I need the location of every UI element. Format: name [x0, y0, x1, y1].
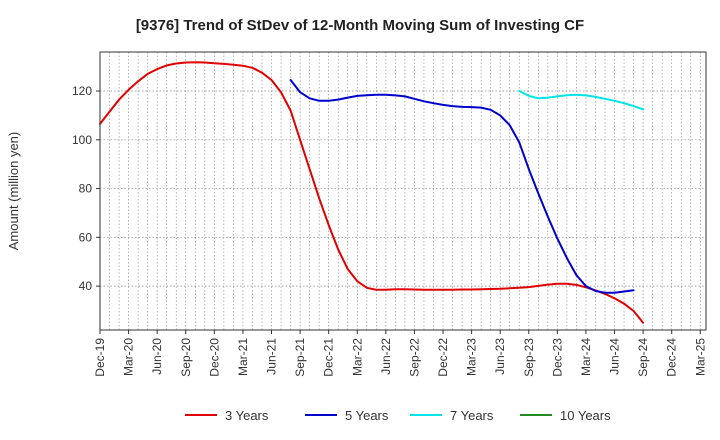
- x-tick-label: Dec-20: [207, 338, 221, 377]
- x-tick-label: Jun-20: [150, 338, 164, 375]
- y-tick-label: 100: [72, 133, 92, 147]
- legend-label: 10 Years: [560, 408, 611, 423]
- y-tick-label: 120: [72, 84, 92, 98]
- legend-label: 7 Years: [450, 408, 494, 423]
- x-tick-label: Sep-20: [179, 338, 193, 377]
- legend-label: 5 Years: [345, 408, 389, 423]
- x-tick-label: Mar-25: [693, 338, 707, 376]
- y-tick-label: 80: [79, 182, 93, 196]
- x-tick-label: Mar-22: [350, 338, 364, 376]
- x-tick-label: Mar-21: [236, 338, 250, 376]
- x-axis: Dec-19 Mar-20 Jun-20 Sep-20 Dec-20 Mar-21 Jun-…: [93, 330, 707, 377]
- y-tick-label: 60: [79, 230, 93, 244]
- x-tick-label: Mar-23: [465, 338, 479, 376]
- x-tick-label: Sep-22: [407, 338, 421, 377]
- x-tick-label: Dec-21: [322, 338, 336, 377]
- x-tick-label: Sep-21: [293, 338, 307, 377]
- x-tick-label: Sep-24: [636, 338, 650, 377]
- x-tick-label: Mar-24: [579, 338, 593, 376]
- x-tick-label: Mar-20: [122, 338, 136, 376]
- x-tick-label: Jun-21: [265, 338, 279, 375]
- series-line-5-years: [289, 79, 635, 294]
- grid: [100, 52, 706, 330]
- legend-label: 3 Years: [225, 408, 269, 423]
- y-axis-label: Amount (million yen): [6, 132, 21, 251]
- x-tick-label: Dec-24: [665, 338, 679, 377]
- x-tick-label: Dec-22: [436, 338, 450, 377]
- series-line-3-years: [99, 61, 645, 324]
- x-tick-label: Dec-19: [93, 338, 107, 377]
- plot-frame: [99, 51, 707, 331]
- y-axis: 40 60 80 100 120: [72, 84, 100, 293]
- x-tick-label: Dec-23: [550, 338, 564, 377]
- series-line-7-years: [518, 90, 645, 111]
- y-tick-label: 40: [79, 279, 93, 293]
- chart-title: [9376] Trend of StDev of 12-Month Moving…: [136, 17, 584, 34]
- x-tick-label: Jun-24: [608, 338, 622, 375]
- series-layer: [99, 61, 645, 324]
- x-tick-label: Jun-23: [493, 338, 507, 375]
- x-tick-label: Sep-23: [522, 338, 536, 377]
- legend: 3 Years 5 Years 7 Years 10 Years: [185, 408, 611, 423]
- x-tick-label: Jun-22: [379, 338, 393, 375]
